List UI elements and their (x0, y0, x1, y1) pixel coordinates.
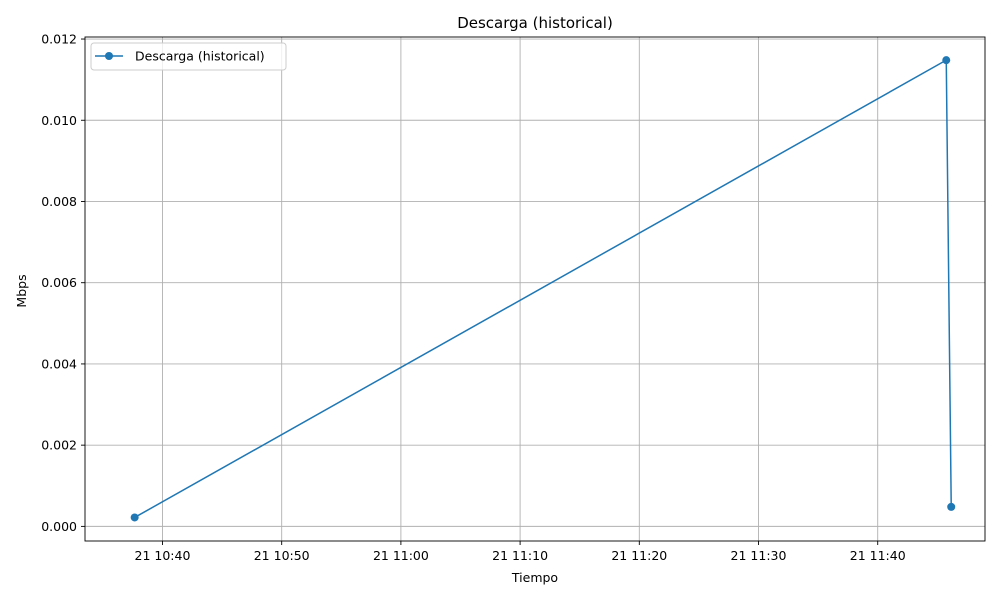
y-axis-label: Mbps (14, 274, 29, 307)
y-tick-label: 0.000 (41, 519, 77, 534)
legend: Descarga (historical) (90, 42, 287, 71)
legend-box (90, 42, 287, 71)
y-tick-label: 0.002 (41, 438, 77, 453)
x-tick-label: 21 11:40 (850, 548, 906, 563)
data-point-marker (130, 513, 139, 522)
x-axis-label: Tiempo (511, 570, 558, 585)
y-tick-label: 0.012 (41, 32, 77, 47)
legend-entry-label: Descarga (historical) (135, 49, 265, 64)
x-tick-label: 21 11:30 (731, 548, 787, 563)
x-tick-label: 21 11:00 (373, 548, 429, 563)
legend-marker-sample (105, 52, 113, 60)
y-tick-label: 0.008 (41, 194, 77, 209)
series-line (134, 59, 952, 519)
series-layer (130, 56, 956, 522)
y-tick-label: 0.004 (41, 356, 77, 371)
data-point-marker (942, 56, 951, 65)
x-tick-label: 21 10:40 (135, 548, 191, 563)
axis-ticks: 21 10:40 21 10:50 21 11:00 21 11:10 21 11:20… (41, 32, 906, 563)
grid (85, 37, 985, 541)
x-tick-label: 21 11:10 (492, 548, 548, 563)
y-tick-label: 0.010 (41, 113, 77, 128)
plot-frame (84, 36, 986, 542)
x-tick-label: 21 11:20 (611, 548, 667, 563)
y-tick-label: 0.006 (41, 275, 77, 290)
chart-title: Descarga (historical) (457, 14, 613, 32)
data-point-marker (947, 502, 956, 511)
x-tick-label: 21 10:50 (254, 548, 310, 563)
